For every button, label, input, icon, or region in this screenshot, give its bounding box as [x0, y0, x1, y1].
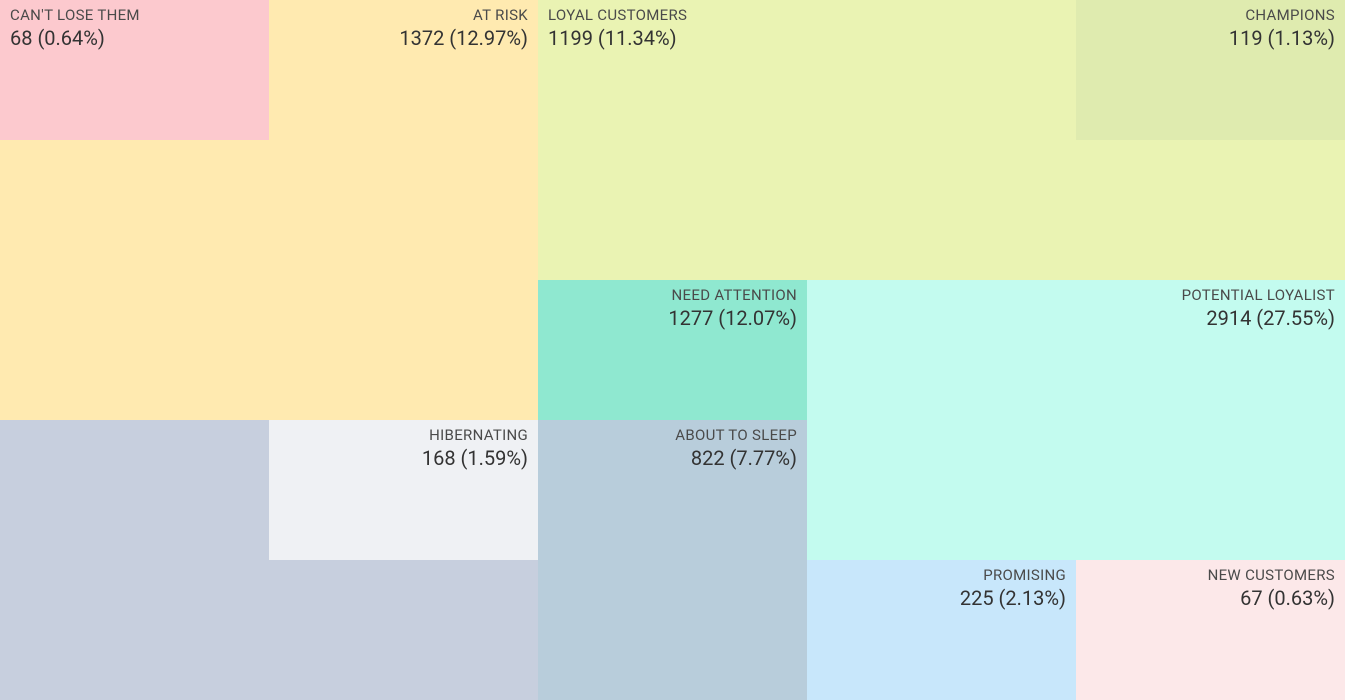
segment-title: NEED ATTENTION: [548, 286, 797, 304]
segment-value: 68 (0.64%): [10, 26, 259, 50]
segment-title: CAN'T LOSE THEM: [10, 6, 259, 24]
segment-value: 1277 (12.07%): [548, 306, 797, 330]
segment-cant-lose-them[interactable]: CAN'T LOSE THEM 68 (0.64%): [0, 0, 269, 140]
segment-potential-loyalist[interactable]: POTENTIAL LOYALIST 2914 (27.55%): [807, 280, 1345, 560]
segment-about-to-sleep[interactable]: ABOUT TO SLEEP 822 (7.77%): [538, 420, 807, 700]
segment-need-attention[interactable]: NEED ATTENTION 1277 (12.07%): [538, 280, 807, 420]
segment-promising[interactable]: PROMISING 225 (2.13%): [807, 560, 1076, 700]
segment-value: 168 (1.59%): [279, 446, 528, 470]
segment-value: 119 (1.13%): [1086, 26, 1335, 50]
segment-hibernating[interactable]: HIBERNATING 168 (1.59%): [269, 420, 538, 560]
segment-value: 67 (0.63%): [1086, 586, 1335, 610]
segment-title: POTENTIAL LOYALIST: [817, 286, 1335, 304]
rfm-segmentation-grid: CAN'T LOSE THEM68 (0.64%)AT RISK1372 (12…: [0, 0, 1345, 700]
segment-title: ABOUT TO SLEEP: [548, 426, 797, 444]
segment-champions[interactable]: CHAMPIONS 119 (1.13%): [1076, 0, 1345, 140]
segment-title: NEW CUSTOMERS: [1086, 566, 1335, 584]
segment-title: HIBERNATING: [279, 426, 528, 444]
segment-value: 822 (7.77%): [548, 446, 797, 470]
segment-title: PROMISING: [817, 566, 1066, 584]
segment-title: CHAMPIONS: [1086, 6, 1335, 24]
segment-value: 225 (2.13%): [817, 586, 1066, 610]
segment-value: 2914 (27.55%): [817, 306, 1335, 330]
segment-new-customers[interactable]: NEW CUSTOMERS 67 (0.63%): [1076, 560, 1345, 700]
